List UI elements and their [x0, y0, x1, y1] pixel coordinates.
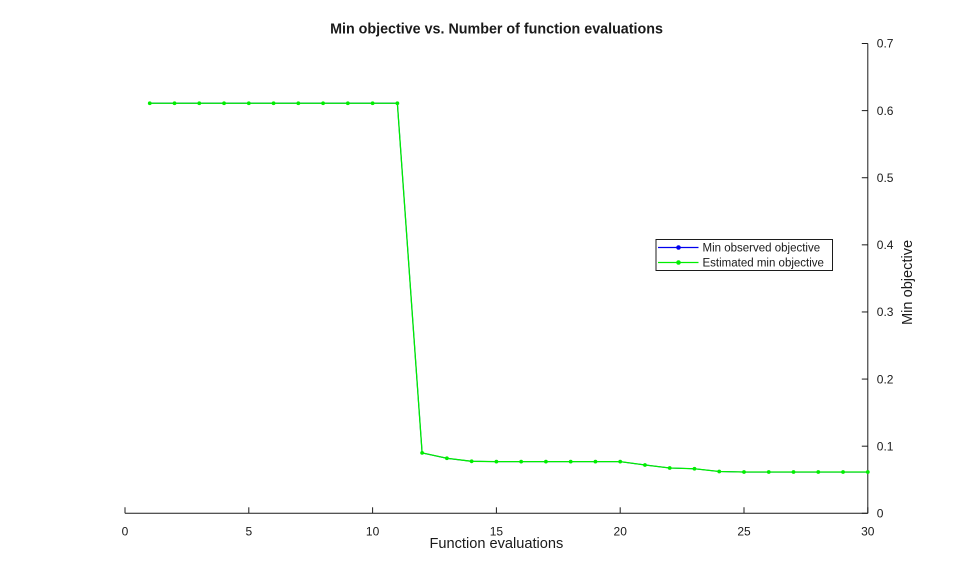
svg-text:0: 0 — [877, 507, 884, 521]
svg-text:0.1: 0.1 — [877, 439, 894, 453]
svg-text:0.2: 0.2 — [877, 372, 894, 386]
svg-text:0.5: 0.5 — [877, 171, 894, 185]
svg-text:0.3: 0.3 — [877, 305, 894, 319]
svg-text:Min objective vs. Number of fu: Min objective vs. Number of function eva… — [330, 22, 663, 38]
svg-text:0.4: 0.4 — [877, 238, 894, 252]
svg-text:5: 5 — [245, 524, 252, 538]
svg-text:30: 30 — [861, 524, 875, 538]
svg-text:25: 25 — [737, 524, 751, 538]
svg-text:Estimated min objective: Estimated min objective — [703, 258, 824, 270]
svg-text:Function evaluations: Function evaluations — [429, 536, 563, 552]
svg-text:0.7: 0.7 — [877, 37, 894, 51]
svg-text:10: 10 — [366, 524, 380, 538]
svg-text:0.6: 0.6 — [877, 104, 894, 118]
svg-text:0: 0 — [122, 524, 129, 538]
svg-text:Min observed objective: Min observed objective — [703, 243, 821, 255]
svg-text:20: 20 — [614, 524, 628, 538]
svg-text:Min objective: Min objective — [900, 240, 916, 325]
